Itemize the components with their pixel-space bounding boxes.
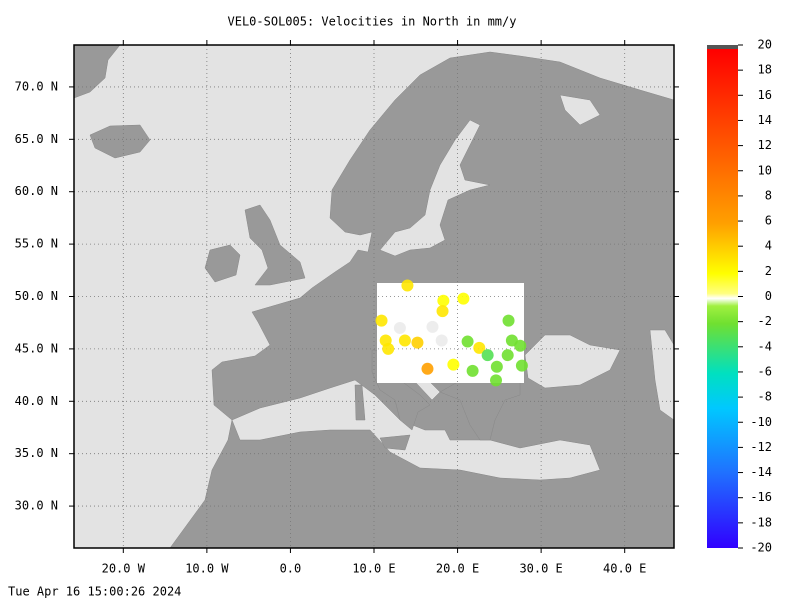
colorbar-label: -8: [758, 390, 772, 404]
axis-ticks: 20.0 W 10.0 W 0.0 10.0 E 20.0 E 30.0 E 40.0 E 7…: [15, 40, 679, 576]
station: [435, 334, 448, 347]
colorbar-label: -2: [758, 314, 772, 328]
station: [502, 314, 515, 327]
station: [461, 335, 474, 348]
colorbar-label: 6: [765, 214, 772, 228]
white-sea: [559, 94, 601, 126]
colorbar-label: -10: [750, 415, 772, 429]
stations: [375, 279, 528, 387]
station: [421, 362, 434, 375]
y-tick-label: 50.0 N: [15, 289, 58, 303]
x-tick-label: 10.0 W: [185, 562, 229, 576]
x-tick-label: 40.0 E: [603, 562, 646, 576]
y-tick-label: 70.0 N: [15, 79, 58, 93]
colorbar-label: 14: [758, 113, 772, 127]
colorbar-label: -6: [758, 364, 772, 378]
station: [437, 294, 450, 307]
colorbar: [707, 49, 738, 548]
colorbar-ticks: 20181614121086420-2-4-6-8-10-12-14-16-18…: [738, 38, 772, 555]
colorbar-label: 12: [758, 138, 772, 152]
station: [481, 349, 494, 362]
map-title: VEL0-SOL005: Velocities in North in mm/y: [228, 15, 517, 29]
x-tick-label: 20.0 E: [436, 562, 479, 576]
timestamp: Tue Apr 16 15:00:26 2024: [8, 585, 181, 599]
station: [436, 305, 449, 318]
station: [515, 359, 528, 372]
sicily: [379, 434, 411, 451]
colorbar-label: 8: [765, 188, 772, 202]
y-tick-label: 40.0 N: [15, 394, 58, 408]
y-tick-label: 65.0 N: [15, 132, 58, 146]
station: [398, 334, 411, 347]
y-tick-label: 30.0 N: [15, 499, 58, 513]
y-tick-label: 55.0 N: [15, 237, 58, 251]
station: [490, 360, 503, 373]
station: [466, 364, 479, 377]
baltic-sea: [379, 119, 491, 257]
colorbar-label: -4: [758, 339, 772, 353]
station: [382, 342, 395, 355]
station: [411, 336, 424, 349]
mediterranean-sea: [231, 379, 601, 481]
ireland: [204, 244, 241, 283]
colorbar-label: 16: [758, 88, 772, 102]
x-tick-label: 10.0 E: [352, 562, 395, 576]
y-tick-label: 60.0 N: [15, 184, 58, 198]
caspian-sea: [649, 329, 674, 421]
station: [457, 292, 470, 305]
x-tick-label: 30.0 E: [519, 562, 562, 576]
colorbar-label: 0: [765, 289, 772, 303]
colorbar-cap: [707, 45, 738, 49]
station: [447, 358, 460, 371]
y-tick-label: 35.0 N: [15, 446, 58, 460]
station: [426, 320, 439, 333]
iceland: [89, 124, 151, 159]
great-britain: [244, 204, 306, 286]
station: [393, 321, 406, 334]
colorbar-label: 4: [765, 239, 772, 253]
colorbar-label: 18: [758, 63, 772, 77]
station: [501, 349, 514, 362]
station: [401, 279, 414, 292]
colorbar-label: -12: [750, 440, 772, 454]
x-tick-label: 20.0 W: [102, 562, 146, 576]
colorbar-label: -16: [750, 490, 772, 504]
colorbar-label: -14: [750, 465, 772, 479]
sardinia-corsica: [354, 384, 366, 421]
station: [490, 374, 503, 387]
grid: [74, 45, 674, 548]
station: [514, 339, 527, 352]
x-tick-label: 0.0: [280, 562, 302, 576]
map-area: [74, 45, 674, 548]
greenland: [74, 45, 121, 99]
colorbar-label: 10: [758, 163, 772, 177]
colorbar-label: 2: [765, 264, 772, 278]
station: [473, 341, 486, 354]
y-tick-label: 45.0 N: [15, 341, 58, 355]
colorbar-label: -18: [750, 515, 772, 529]
colorbar-label: -20: [750, 541, 772, 555]
black-sea: [524, 334, 621, 389]
colorbar-label: 20: [758, 38, 772, 52]
station: [375, 314, 388, 327]
